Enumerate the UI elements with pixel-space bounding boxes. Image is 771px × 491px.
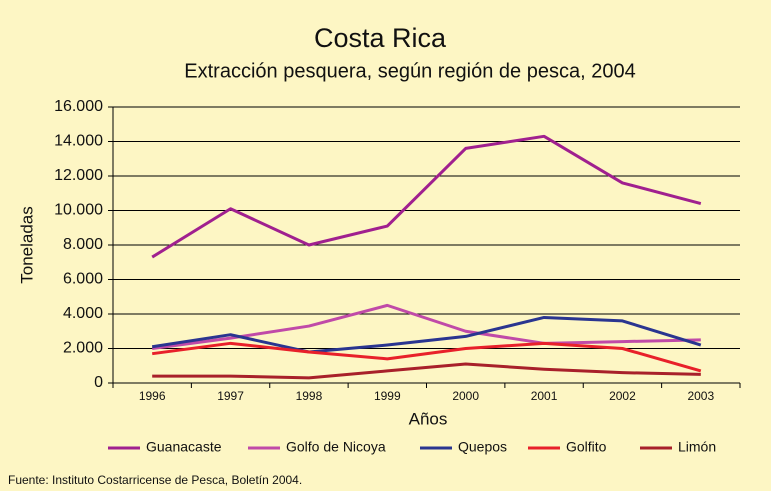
y-tick-label: 16.000 (54, 98, 103, 115)
y-tick-label: 14.000 (54, 133, 103, 150)
x-tick-label: 1998 (296, 389, 323, 403)
legend-label: Golfito (566, 439, 607, 455)
x-tick-label: 1996 (139, 389, 166, 403)
x-tick-label: 2000 (452, 389, 479, 403)
x-axis-label: Años (409, 409, 448, 428)
chart-subtitle: Extracción pesquera, según región de pes… (184, 60, 635, 82)
legend-label: Golfo de Nicoya (286, 439, 386, 455)
y-tick-label: 12.000 (54, 167, 103, 184)
y-axis-label: Toneladas (17, 206, 36, 284)
series-line (151, 134, 702, 259)
legend-label: Limón (678, 439, 716, 455)
x-tick-label: 1997 (217, 389, 244, 403)
legend-label: Quepos (458, 439, 507, 455)
y-tick-label: 6.000 (63, 271, 103, 288)
x-tick-label: 2003 (687, 389, 714, 403)
y-tick-label: 10.000 (54, 202, 103, 219)
x-tick-label: 1999 (374, 389, 401, 403)
x-tick-label: 2002 (609, 389, 636, 403)
series-line (151, 315, 702, 354)
chart-title: Costa Rica (314, 23, 447, 53)
y-tick-label: 0 (94, 374, 103, 391)
series-line (151, 341, 702, 373)
y-tick-label: 4.000 (63, 305, 103, 322)
legend-label: Guanacaste (146, 439, 222, 455)
y-tick-label: 2.000 (63, 340, 103, 357)
x-tick-label: 2001 (531, 389, 558, 403)
y-tick-label: 8.000 (63, 236, 103, 253)
series-line (152, 362, 701, 380)
source-note: Fuente: Instituto Costarricense de Pesca… (8, 473, 302, 487)
